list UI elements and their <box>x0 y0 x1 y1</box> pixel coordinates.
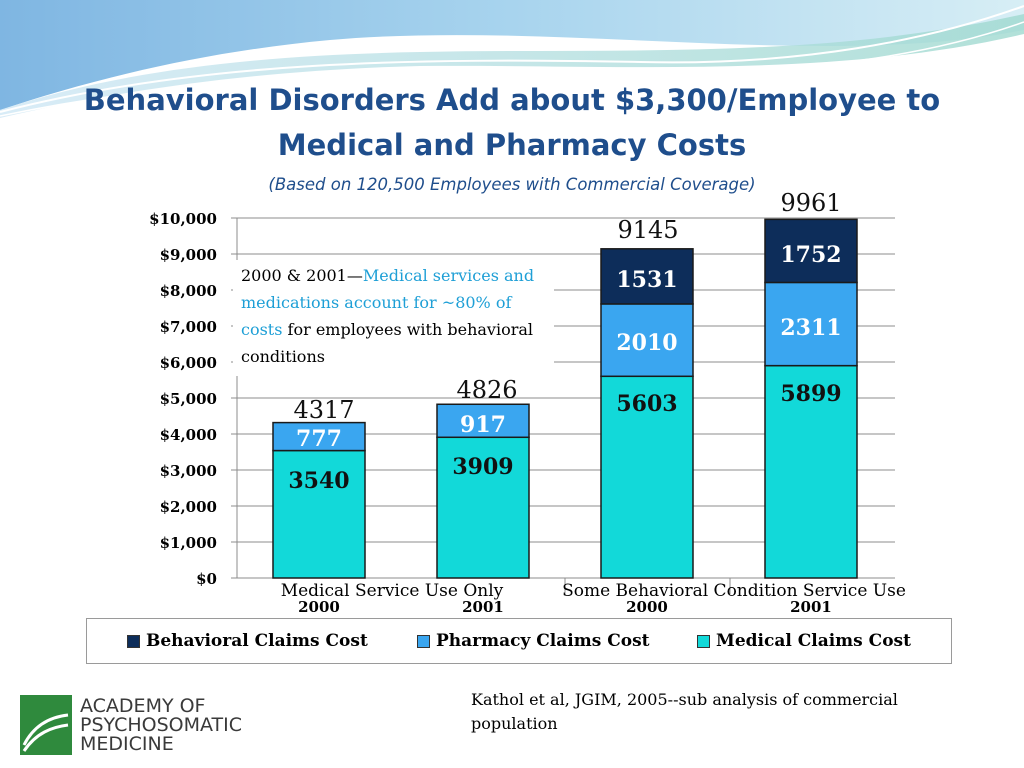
logo-line-1: ACADEMY OF <box>80 694 206 717</box>
annotation-text-2: for employees with behavioral conditions <box>241 320 534 366</box>
academy-logo: ACADEMY OF PSYCHOSOMATIC MEDICINE <box>20 695 242 755</box>
x-category-label: 2000 <box>298 598 340 616</box>
data-label-pharmacy: 2010 <box>616 330 677 356</box>
data-label-medical: 3540 <box>288 468 349 494</box>
legend-item-pharmacy: Pharmacy Claims Cost <box>417 631 650 651</box>
title-line-2: Medical and Pharmacy Costs <box>277 128 747 162</box>
y-tick-label: $10,000 <box>149 210 217 228</box>
y-tick-label: $0 <box>196 570 217 588</box>
y-tick-label: $7,000 <box>160 318 217 336</box>
page-subtitle: (Based on 120,500 Employees with Commerc… <box>268 175 756 194</box>
bars-layer <box>272 218 858 579</box>
x-group-label: Some Behavioral Condition Service Use <box>562 581 906 601</box>
y-tick-label: $3,000 <box>160 462 217 480</box>
data-label-behavioral: 1531 <box>616 267 677 293</box>
x-group-label: Medical Service Use Only <box>281 581 504 601</box>
legend-item-medical: Medical Claims Cost <box>697 631 911 651</box>
data-label-total: 9145 <box>617 216 678 244</box>
academy-logo-mark-icon <box>20 695 72 755</box>
data-label-total: 4826 <box>456 376 517 404</box>
bar-behavioral <box>764 218 858 284</box>
bar-pharmacy <box>272 421 366 452</box>
annotation-box: 2000 & 2001—Medical services and medicat… <box>233 260 554 376</box>
x-category-label: 2001 <box>790 598 832 616</box>
legend-swatch-pharmacy <box>417 634 430 648</box>
y-tick-label: $8,000 <box>160 282 217 300</box>
y-tick-label: $1,000 <box>160 534 217 552</box>
bar-medical <box>600 375 694 579</box>
y-tick-label: $6,000 <box>160 354 217 372</box>
academy-logo-text: ACADEMY OF PSYCHOSOMATIC MEDICINE <box>80 694 243 755</box>
legend-item-behavioral: Behavioral Claims Cost <box>127 631 368 651</box>
data-label-pharmacy: 777 <box>296 426 342 452</box>
y-tick-label: $4,000 <box>160 426 217 444</box>
data-label-total: 4317 <box>293 396 354 424</box>
legend-swatch-medical <box>697 634 710 648</box>
title-line-1: Behavioral Disorders Add about $3,300/Em… <box>83 83 941 117</box>
bar-pharmacy <box>436 403 530 439</box>
bar-medical <box>436 436 530 579</box>
data-label-medical: 3909 <box>452 454 513 480</box>
labels-layer: 3540 777 3909 917 5603 2010 1531 5899 2311 1752 43… <box>281 189 906 616</box>
data-label-medical: 5603 <box>616 391 677 417</box>
data-label-pharmacy: 2311 <box>780 315 841 341</box>
header-wave-decoration <box>0 0 1024 118</box>
legend-label-pharmacy: Pharmacy Claims Cost <box>436 631 650 651</box>
page-title: Behavioral Disorders Add about $3,300/Em… <box>0 78 1024 168</box>
bar-medical <box>764 364 858 579</box>
logo-line-3: MEDICINE <box>80 732 174 755</box>
bar-medical <box>272 449 366 579</box>
data-label-behavioral: 1752 <box>780 242 841 268</box>
bar-pharmacy <box>764 281 858 367</box>
data-label-medical: 5899 <box>780 381 841 407</box>
logo-line-2: PSYCHOSOMATIC <box>80 713 243 736</box>
legend-label-medical: Medical Claims Cost <box>716 631 911 651</box>
legend-swatch-behavioral <box>127 634 140 648</box>
annotation-highlight: Medical services and medications account… <box>241 266 535 339</box>
y-tick-label: $5,000 <box>160 390 217 408</box>
y-tick-label: $2,000 <box>160 498 217 516</box>
y-tick-label: $9,000 <box>160 246 217 264</box>
data-label-pharmacy: 917 <box>460 412 506 438</box>
data-label-total: 9961 <box>780 189 841 217</box>
x-category-label: 2001 <box>462 598 504 616</box>
annotation-text-1: 2000 & 2001— <box>241 266 363 285</box>
bar-pharmacy <box>600 303 694 378</box>
citation-text: Kathol et al, JGIM, 2005--sub analysis o… <box>471 690 898 733</box>
x-category-label: 2000 <box>626 598 668 616</box>
legend-label-behavioral: Behavioral Claims Cost <box>146 631 368 651</box>
chart-legend: Behavioral Claims Cost Pharmacy Claims C… <box>86 618 952 664</box>
bar-behavioral <box>600 248 694 305</box>
